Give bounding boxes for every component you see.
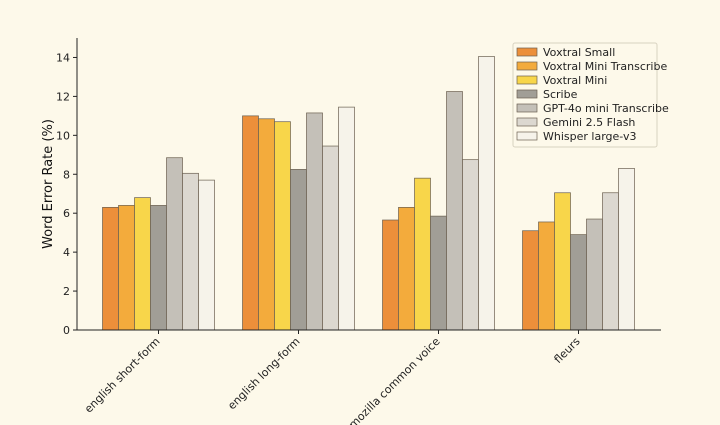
legend-swatch-whisper-large-v3 bbox=[516, 131, 538, 141]
y-tick-label: 0 bbox=[63, 324, 70, 337]
legend-label-voxtral-mini-transcribe: Voxtral Mini Transcribe bbox=[543, 60, 667, 73]
bar-whisper-large-v3-english-short-form bbox=[198, 179, 215, 331]
legend-label-voxtral-small: Voxtral Small bbox=[543, 46, 615, 59]
x-tick-label-fleurs: fleurs bbox=[552, 335, 583, 366]
y-tick-label: 10 bbox=[56, 129, 70, 142]
y-axis-label: Word Error Rate (%) bbox=[41, 119, 56, 249]
bar-voxtral-mini-transcribe-fleurs bbox=[538, 221, 555, 331]
bar-scribe-mozilla-common-voice bbox=[430, 215, 447, 331]
bar-scribe-fleurs bbox=[570, 234, 587, 331]
legend-label-gemini-2-5-flash: Gemini 2.5 Flash bbox=[543, 116, 635, 129]
bar-voxtral-small-english-long-form bbox=[242, 115, 259, 331]
bar-voxtral-mini-transcribe-english-short-form bbox=[118, 205, 135, 331]
legend-label-gpt-4o-mini-transcribe: GPT-4o mini Transcribe bbox=[543, 102, 669, 115]
bars-group bbox=[102, 56, 635, 331]
bar-gemini-2-5-flash-mozilla-common-voice bbox=[462, 159, 479, 331]
bar-whisper-large-v3-fleurs bbox=[618, 168, 635, 331]
bar-voxtral-mini-english-long-form bbox=[274, 121, 291, 331]
bar-gpt-4o-mini-transcribe-english-short-form bbox=[166, 157, 183, 331]
legend-swatch-voxtral-mini bbox=[516, 75, 538, 85]
bar-gpt-4o-mini-transcribe-mozilla-common-voice bbox=[446, 91, 463, 331]
x-tick-label-mozilla-common-voice: mozilla common voice bbox=[346, 335, 442, 425]
bar-whisper-large-v3-english-long-form bbox=[338, 106, 355, 331]
legend-swatch-voxtral-small bbox=[516, 47, 538, 57]
bar-gemini-2-5-flash-english-long-form bbox=[322, 145, 339, 331]
bar-voxtral-mini-fleurs bbox=[554, 192, 571, 331]
legend-label-scribe: Scribe bbox=[543, 88, 578, 101]
legend-swatch-voxtral-mini-transcribe bbox=[516, 61, 538, 71]
legend-label-voxtral-mini: Voxtral Mini bbox=[543, 74, 607, 87]
legend-swatch-scribe bbox=[516, 89, 538, 99]
y-tick-label: 4 bbox=[63, 246, 70, 259]
bar-voxtral-mini-english-short-form bbox=[134, 197, 151, 331]
y-tick-label: 8 bbox=[63, 168, 70, 181]
bar-voxtral-small-fleurs bbox=[522, 230, 539, 331]
bar-gemini-2-5-flash-fleurs bbox=[602, 192, 619, 331]
x-tick-label-english-long-form: english long-form bbox=[225, 335, 302, 412]
bar-voxtral-mini-transcribe-english-long-form bbox=[258, 118, 275, 331]
legend-swatch-gpt-4o-mini-transcribe bbox=[516, 103, 538, 113]
bar-whisper-large-v3-mozilla-common-voice bbox=[478, 56, 495, 331]
y-tick-label: 14 bbox=[56, 51, 70, 64]
legend-swatch-gemini-2-5-flash bbox=[516, 117, 538, 127]
bar-gemini-2-5-flash-english-short-form bbox=[182, 172, 199, 331]
bar-gpt-4o-mini-transcribe-fleurs bbox=[586, 218, 603, 331]
bar-voxtral-small-english-short-form bbox=[102, 207, 119, 331]
legend-box bbox=[512, 42, 658, 148]
bar-gpt-4o-mini-transcribe-english-long-form bbox=[306, 112, 323, 331]
bar-voxtral-mini-mozilla-common-voice bbox=[414, 177, 431, 331]
y-tick-label: 2 bbox=[63, 285, 70, 298]
x-tick-label-english-short-form: english short-form bbox=[82, 335, 163, 416]
bar-voxtral-small-mozilla-common-voice bbox=[382, 219, 399, 331]
bar-scribe-english-long-form bbox=[290, 169, 307, 331]
legend-label-whisper-large-v3: Whisper large-v3 bbox=[543, 130, 636, 143]
bar-scribe-english-short-form bbox=[150, 205, 167, 331]
y-tick-label: 12 bbox=[56, 90, 70, 103]
y-tick-label: 6 bbox=[63, 207, 70, 220]
bar-voxtral-mini-transcribe-mozilla-common-voice bbox=[398, 207, 415, 331]
